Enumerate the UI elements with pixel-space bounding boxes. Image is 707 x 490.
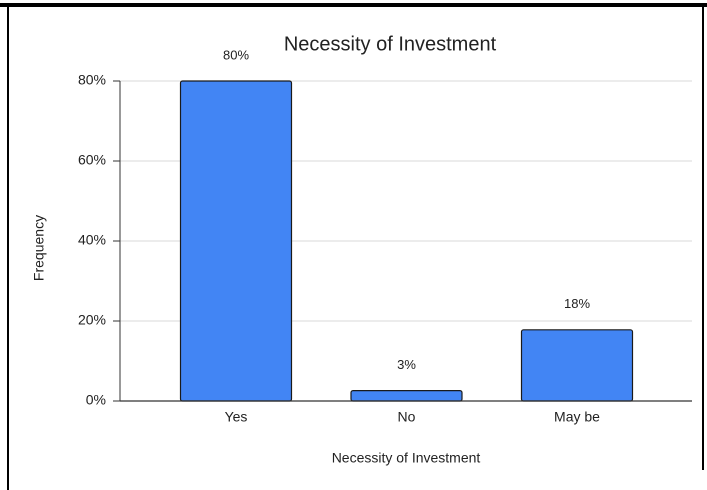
y-axis-label: Frequency	[31, 215, 47, 281]
bar	[179, 80, 293, 402]
y-tick-label: 60%	[78, 152, 106, 168]
y-tick-label: 80%	[78, 72, 106, 88]
value-label: 80%	[223, 47, 249, 62]
bar	[350, 390, 463, 402]
y-tick-label: 20%	[78, 312, 106, 328]
chart-title: Necessity of Investment	[284, 33, 497, 55]
bar	[520, 329, 634, 402]
x-axis-label: Necessity of Investment	[332, 450, 481, 466]
x-tick-label: No	[398, 409, 416, 425]
value-label: 3%	[397, 357, 416, 372]
y-tick-label: 0%	[86, 392, 106, 408]
x-tick-label: Yes	[225, 409, 248, 425]
value-label: 18%	[564, 296, 590, 311]
y-tick-label: 40%	[78, 232, 106, 248]
x-tick-label: May be	[554, 409, 600, 425]
